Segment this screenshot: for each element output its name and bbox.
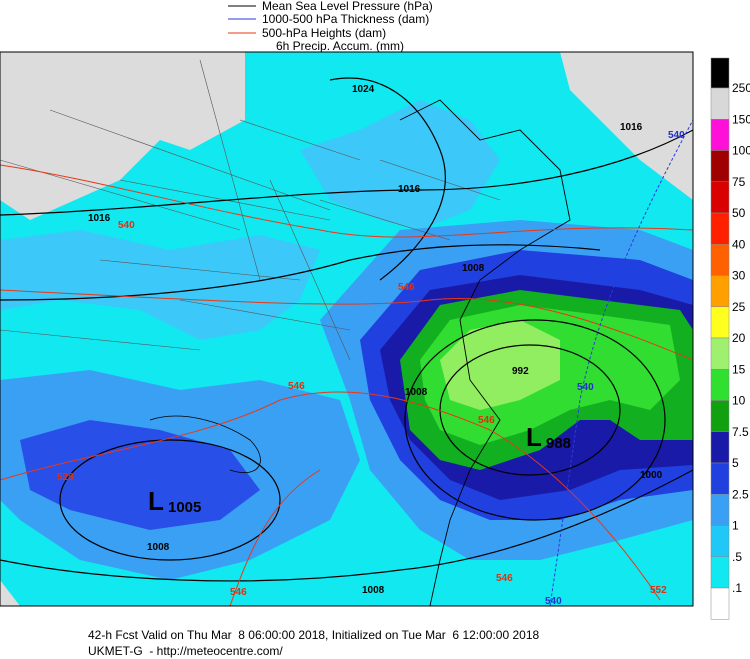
height-label: 546 bbox=[288, 381, 305, 392]
thickness-label: 540 bbox=[668, 130, 685, 141]
low-marker: L bbox=[526, 422, 542, 452]
colorbar-swatch bbox=[710, 244, 730, 276]
isobar-label: 1008 bbox=[362, 585, 385, 596]
colorbar-label: 10 bbox=[732, 394, 746, 408]
colorbar-label: .5 bbox=[732, 550, 742, 564]
height-label: 528 bbox=[57, 472, 74, 483]
colorbar-swatch bbox=[710, 212, 730, 245]
footer-line: UKMET-G - http://meteocentre.com/ bbox=[88, 644, 283, 658]
colorbar-label: 30 bbox=[732, 269, 746, 283]
colorbar-swatch bbox=[710, 275, 730, 307]
footer-line: 42-h Fcst Valid on Thu Mar 8 06:00:00 20… bbox=[88, 628, 540, 642]
colorbar-swatch bbox=[710, 306, 730, 339]
thickness-contour bbox=[549, 119, 693, 606]
height-contour bbox=[0, 289, 693, 361]
colorbar-label: 15 bbox=[732, 362, 746, 376]
coastline bbox=[399, 99, 571, 606]
colorbar-swatch bbox=[710, 150, 730, 182]
height-contour bbox=[0, 164, 693, 238]
colorbar-label: 7.5 bbox=[732, 425, 749, 439]
no-precip-area bbox=[0, 580, 20, 606]
precip-dark-blue bbox=[20, 420, 260, 530]
legend-label: 1000-500 hPa Thickness (dam) bbox=[262, 12, 429, 26]
precip-light-blue bbox=[300, 100, 500, 230]
colorbar-label: 2.5 bbox=[732, 487, 749, 501]
isobar-label: 1008 bbox=[405, 387, 428, 398]
isobar bbox=[439, 344, 621, 476]
legend-label: Mean Sea Level Pressure (hPa) bbox=[262, 0, 433, 13]
colorbar-swatch bbox=[710, 525, 730, 557]
colorbar-label: 50 bbox=[732, 206, 746, 220]
isobar-label: 1008 bbox=[462, 263, 485, 274]
colorbar-label: 150 bbox=[732, 112, 750, 126]
height-label: 546 bbox=[478, 415, 495, 426]
low-marker: L bbox=[148, 486, 164, 516]
map-frame bbox=[0, 51, 694, 607]
thickness-label: 540 bbox=[577, 382, 594, 393]
isobar bbox=[59, 439, 281, 561]
colorbar-swatch bbox=[710, 494, 730, 526]
height-label: 546 bbox=[496, 573, 513, 584]
isobar-label: 992 bbox=[512, 366, 529, 377]
precip-light-green bbox=[440, 320, 560, 410]
colorbar: 250 150 100 75 50 40 30 25 20 15 10 7.5 5 2.5 1 .5 .1 bbox=[710, 57, 750, 620]
height-contour bbox=[229, 469, 321, 606]
isobar bbox=[0, 129, 693, 216]
colorbar-swatch bbox=[710, 87, 730, 120]
height-label: 540 bbox=[118, 220, 135, 231]
colorbar-swatch bbox=[710, 119, 730, 151]
colorbar-label: 25 bbox=[732, 300, 746, 314]
isobar bbox=[0, 244, 601, 301]
colorbar-label: 40 bbox=[732, 237, 746, 251]
legend-label: 6h Precip. Accum. (mm) bbox=[276, 39, 404, 53]
isobar-label: 1016 bbox=[88, 213, 111, 224]
colorbar-label: 20 bbox=[732, 331, 746, 345]
isobar-label: 1008 bbox=[147, 542, 170, 553]
map: 1024 1016 1016 1016 540 546 1008 992 100… bbox=[0, 51, 694, 607]
legend: Mean Sea Level Pressure (hPa) 1000-500 h… bbox=[228, 0, 433, 53]
colorbar-swatch bbox=[710, 337, 730, 370]
isobar-label: 1024 bbox=[352, 84, 375, 95]
colorbar-swatch bbox=[710, 556, 730, 589]
colorbar-label: 75 bbox=[732, 175, 746, 189]
colorbar-label: 100 bbox=[732, 144, 750, 158]
colorbar-swatch bbox=[710, 462, 730, 495]
colorbar-label: .1 bbox=[732, 581, 742, 595]
precip-light-blue bbox=[0, 230, 320, 340]
height-label: 546 bbox=[398, 282, 415, 293]
isobar bbox=[329, 77, 446, 281]
colorbar-label: 250 bbox=[732, 81, 750, 95]
low-pressure-value: 1005 bbox=[168, 499, 201, 516]
height-label: 546 bbox=[230, 587, 247, 598]
thickness-label: 540 bbox=[545, 596, 562, 607]
height-contour bbox=[0, 391, 661, 601]
isobar bbox=[404, 319, 666, 521]
isobar-label: 1016 bbox=[398, 184, 421, 195]
isobar-label: 1000 bbox=[640, 470, 663, 481]
coastline bbox=[149, 415, 261, 474]
height-label: 552 bbox=[650, 585, 667, 596]
low-pressure-value: 988 bbox=[546, 435, 571, 452]
colorbar-label: 5 bbox=[732, 456, 739, 470]
colorbar-swatch bbox=[710, 369, 730, 401]
isobar-label: 1016 bbox=[620, 122, 643, 133]
no-precip-area bbox=[560, 52, 693, 200]
colorbar-swatch bbox=[710, 181, 730, 214]
colorbar-swatch bbox=[710, 431, 730, 464]
colorbar-label: 1 bbox=[732, 519, 739, 533]
colorbar-swatch bbox=[710, 57, 730, 89]
legend-label: 500-hPa Heights (dam) bbox=[262, 26, 386, 40]
colorbar-swatch bbox=[710, 587, 730, 620]
colorbar-swatch bbox=[710, 400, 730, 432]
